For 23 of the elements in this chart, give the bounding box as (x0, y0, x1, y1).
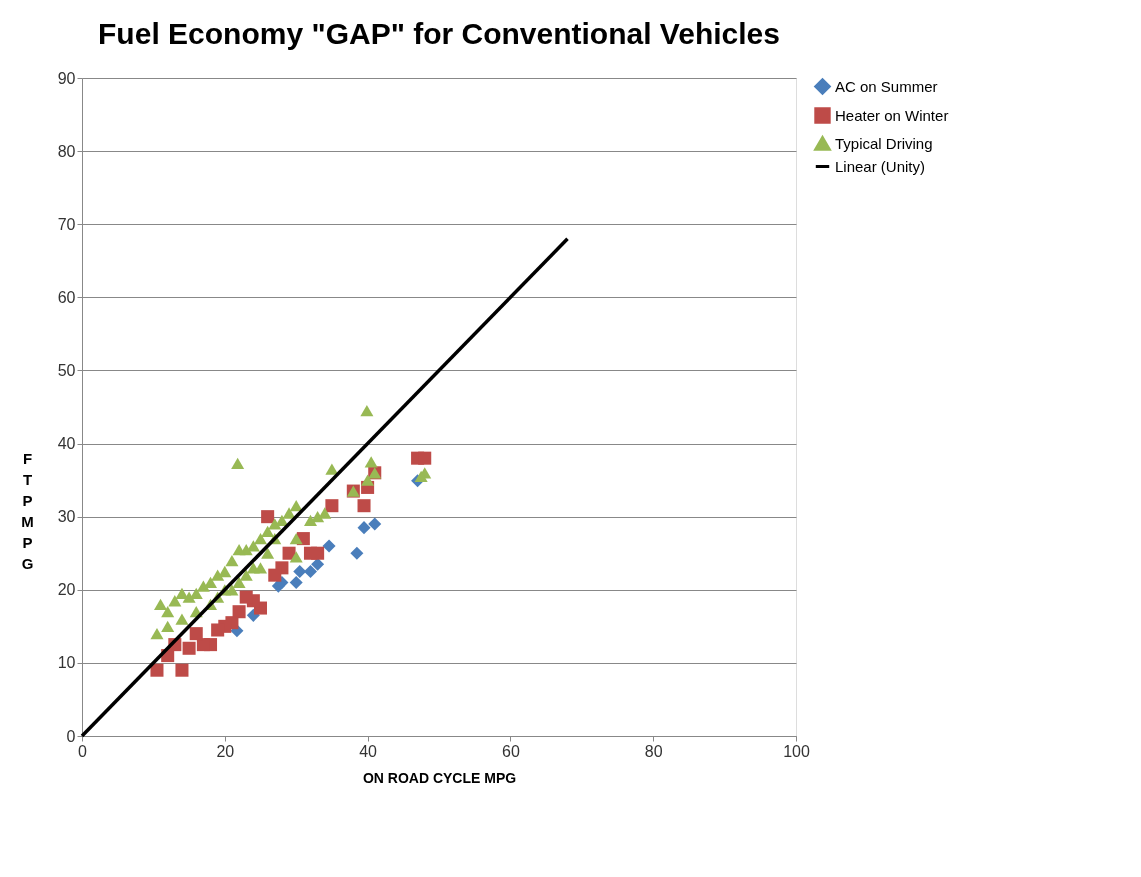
y-tick-label: 40 (57, 435, 76, 453)
legend-label: Linear (Unity) (835, 157, 926, 175)
legend-label: Heater on Winter (835, 106, 949, 124)
y-tick-label: 70 (57, 215, 76, 233)
chart-title: Fuel Economy "GAP" for Conventional Vehicles (98, 17, 780, 50)
x-tick-label: 100 (783, 742, 810, 760)
y-tick-label: 30 (57, 508, 76, 526)
legend-label: Typical Driving (835, 134, 933, 152)
y-tick-label: 60 (57, 288, 76, 306)
x-tick-label: 60 (502, 742, 520, 760)
legend-label: AC on Summer (835, 77, 938, 95)
x-axis-title: ON ROAD CYCLE MPG (362, 769, 517, 786)
y-tick-label: 0 (66, 727, 76, 745)
y-tick-label: 80 (57, 142, 76, 160)
y-axis-title: FTP MPG (21, 449, 34, 572)
y-tick-label: 20 (57, 581, 76, 599)
x-tick-label: 40 (359, 742, 378, 760)
x-tick-label: 0 (78, 742, 88, 760)
y-tick-label: 50 (57, 361, 76, 379)
y-tick-label: 10 (57, 654, 76, 672)
y-tick-label: 90 (57, 69, 76, 87)
x-tick-label: 80 (644, 742, 663, 760)
x-tick-label: 20 (216, 742, 235, 760)
